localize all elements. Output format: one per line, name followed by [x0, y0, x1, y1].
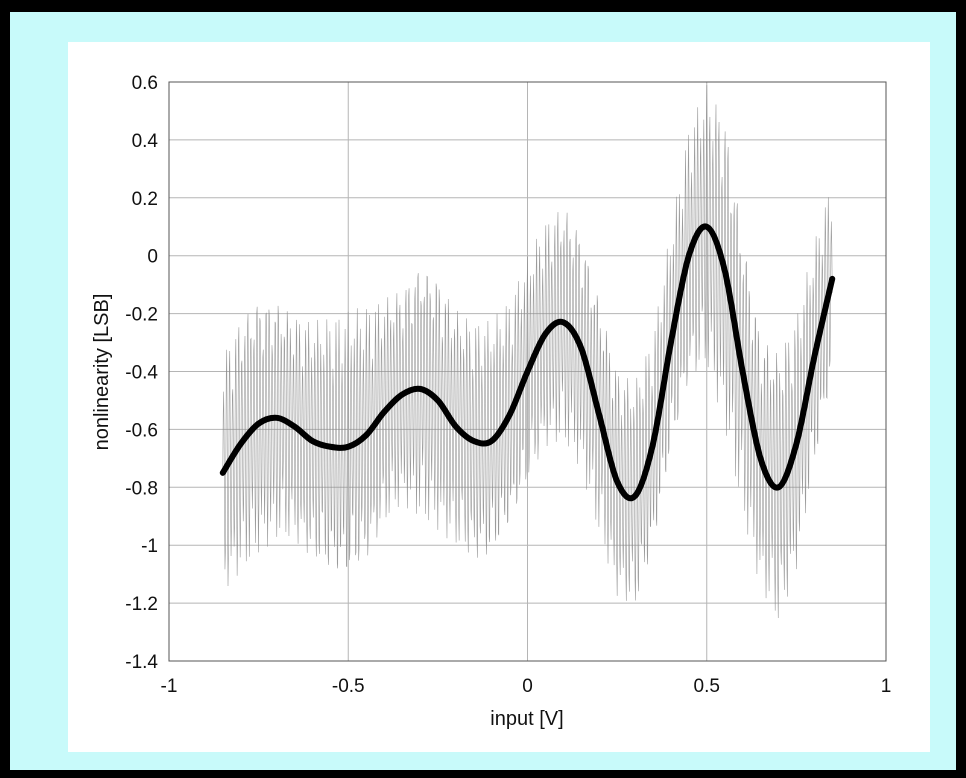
y-tick-label: 0.4 [132, 131, 159, 152]
x-tick-label: 0 [522, 676, 533, 697]
y-tick-label: 0.2 [132, 189, 158, 210]
chart-panel: -1 -0.5 0 0.5 1 0.6 0.4 0.2 0 -0.2 -0.4 -0.6 -0.8 -1-… [10, 12, 956, 770]
x-tick-label: 0.5 [694, 676, 720, 697]
x-axis-label: input [V] [490, 708, 563, 730]
y-axis-label: nonlinearity [LSB] [91, 294, 113, 451]
nonlinearity-chart: -1 -0.5 0 0.5 10.60.40.20-0.2-0.4-0.6-0.8-1-… [91, 73, 891, 730]
axes: -1 -0.5 0 0.5 10.60.40.20-0.2-0.4-0.6-0.8-1-… [125, 73, 891, 697]
x-tick-label: -1 [161, 676, 178, 697]
y-tick-label: 0.6 [132, 73, 158, 94]
y-tick-label: -1 [141, 536, 158, 557]
y-tick-label: -0.2 [125, 305, 158, 326]
y-tick-label: -0.6 [125, 420, 158, 441]
x-tick-label: 1 [881, 676, 892, 697]
x-tick-label: -0.5 [332, 676, 365, 697]
noisy-series [222, 85, 833, 619]
plot-card: -1 -0.5 0 0.5 1 0.6 0.4 0.2 0 -0.2 -0.4 -0.6 -0.8 -1-… [68, 42, 930, 752]
y-tick-label: -1.4 [125, 652, 158, 673]
noisy-trace [222, 85, 833, 619]
smooth-trace [219, 223, 836, 502]
y-tick-label: 0 [147, 247, 158, 268]
plot-border [168, 81, 887, 662]
smooth-series [219, 223, 836, 502]
y-tick-label: -0.4 [125, 363, 158, 384]
y-tick-label: -0.8 [125, 478, 158, 499]
y-tick-label: -1.2 [125, 594, 158, 615]
